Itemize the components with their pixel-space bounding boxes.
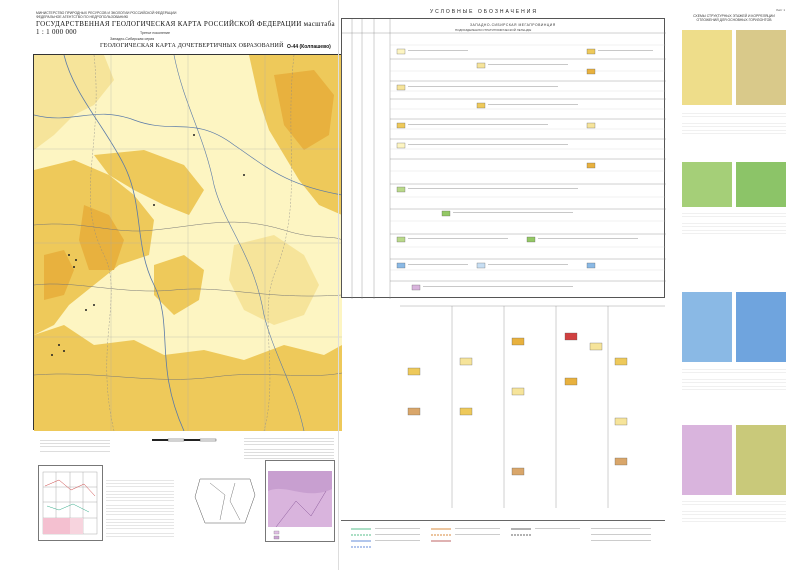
purple-scheme (268, 471, 332, 540)
symbols-legend (341, 520, 665, 560)
sheet-layout-grid (42, 471, 98, 535)
legend-subtitle-2: ПОДРАЗДЕЛЕНИЯ СТРАТИГРАФИЧЕСКОЙ ЛЕГЕНДЫ (455, 28, 532, 32)
map-main-title: ГОСУДАРСТВЕННАЯ ГЕОЛОГИЧЕСКАЯ КАРТА РОСС… (36, 20, 335, 36)
regional-legend (400, 298, 665, 518)
stratigraphic-table (341, 18, 666, 299)
scheme-legend-3 (682, 366, 786, 391)
map-canvas (34, 55, 342, 431)
legend-subtitle: ЗАПАДНО-СИБИРСКАЯ МЕГАПРОВИНЦИЯ (470, 23, 556, 27)
scheme-legend-4 (682, 498, 786, 523)
scheme-legend-1 (682, 110, 786, 140)
scheme-blue-1 (682, 292, 732, 362)
tectonic-scheme-inset (190, 475, 260, 527)
sheet-number: O-44 (Колпашево) (287, 44, 331, 50)
ministry-header: МИНИСТЕРСТВО ПРИРОДНЫХ РЕСУРСОВ И ЭКОЛОГ… (36, 11, 177, 20)
geophysical-scheme-inset (265, 460, 335, 542)
scheme-yellow-1 (682, 30, 732, 105)
map-notes-right (244, 436, 334, 462)
map-subtitle: ГЕОЛОГИЧЕСКАЯ КАРТА ДОЧЕТВЕРТИЧНЫХ ОБРАЗ… (100, 43, 284, 49)
structural-schemes-title: СХЕМЫ СТРУКТУРНЫХ ЭТАЖЕЙ И КОРРЕЛЯЦИИ ОТ… (693, 14, 775, 22)
scheme-olive (736, 425, 786, 495)
tectonic-scheme (194, 478, 256, 524)
symbols-legend-grid (351, 528, 651, 548)
sheet-layout-inset (38, 465, 103, 541)
map-notes-left (40, 438, 110, 452)
edition-label: Третье поколение (140, 31, 170, 35)
regional-legend-grid (400, 305, 665, 508)
strat-table-grid (342, 19, 666, 299)
sheet-layout-legend (106, 478, 176, 541)
scheme-legend-2 (682, 210, 786, 235)
series-label: Западно-Сибирская серия (110, 37, 155, 41)
scheme-green-1 (682, 162, 732, 207)
scheme-purple (682, 425, 732, 495)
page-label: Лист 1 (776, 8, 786, 12)
scale-bar (152, 438, 217, 442)
geological-map[interactable] (33, 54, 342, 431)
scheme-yellow-2 (736, 30, 786, 105)
legend-title: УСЛОВНЫЕ ОБОЗНАЧЕНИЯ (430, 9, 538, 15)
scheme-blue-2 (736, 292, 786, 362)
scheme-green-2 (736, 162, 786, 207)
sheet-divider (338, 0, 339, 570)
